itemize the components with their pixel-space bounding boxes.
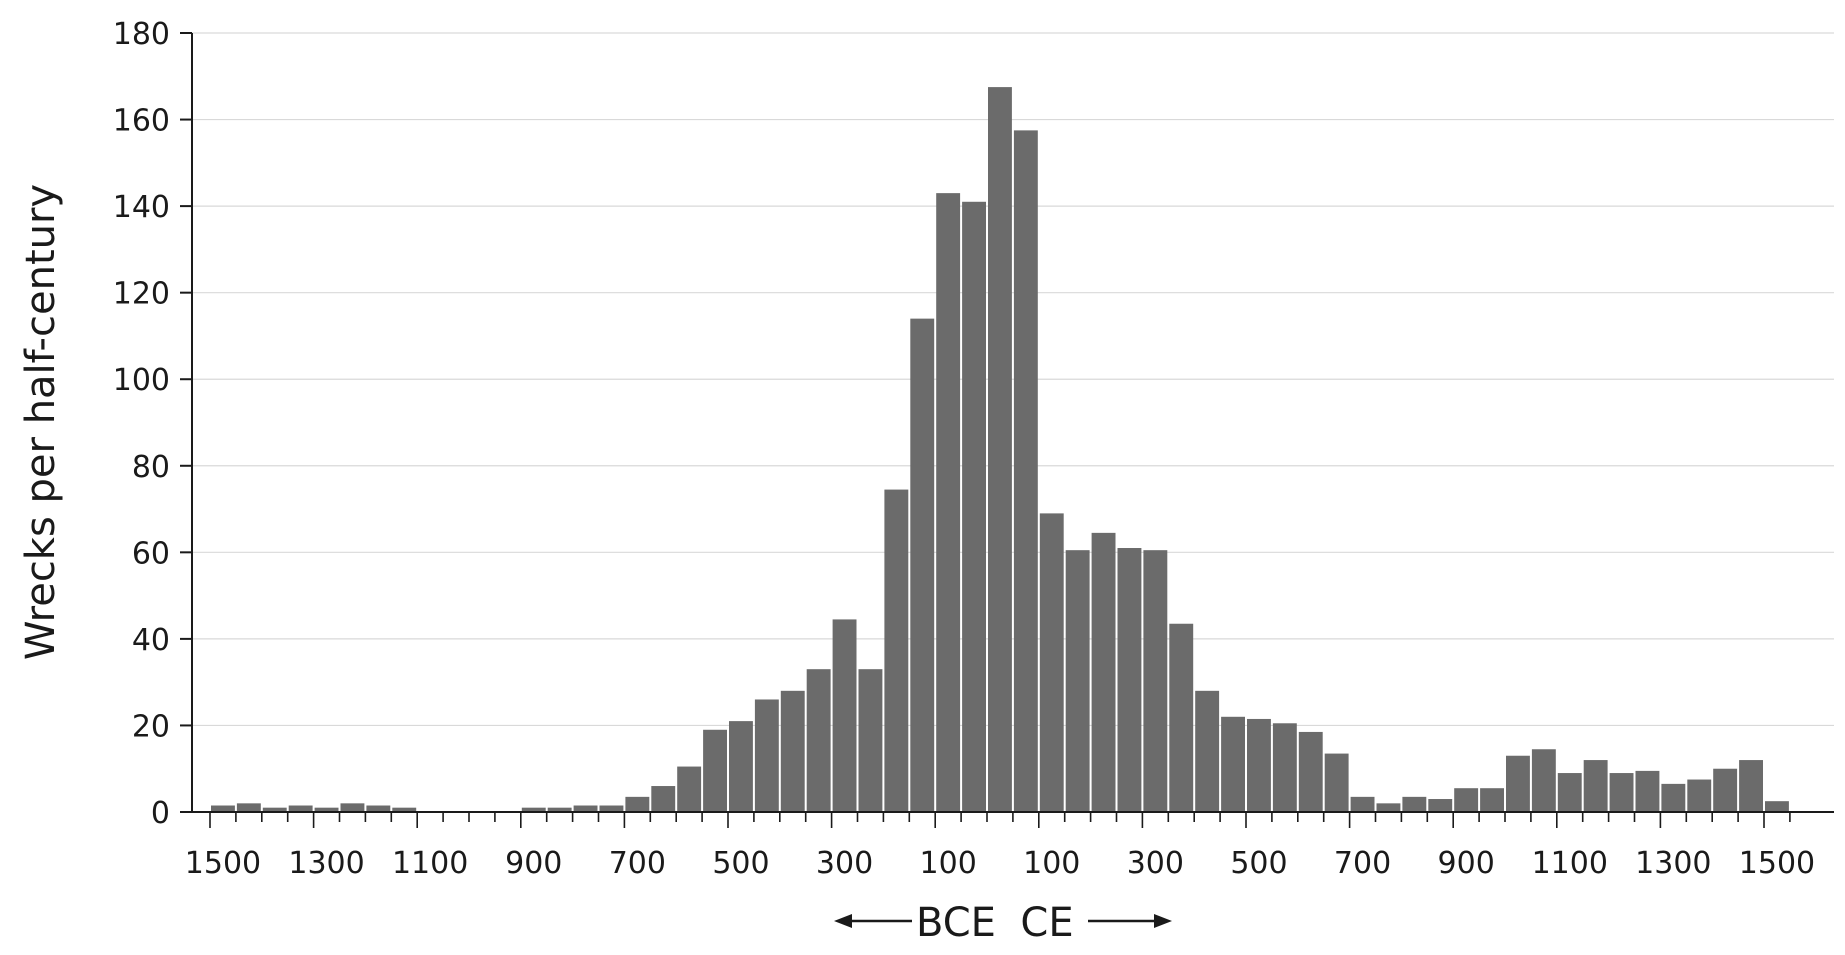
bar — [625, 796, 650, 812]
x-tick-label: 700 — [1334, 846, 1391, 881]
bar — [1428, 799, 1453, 812]
y-tick-label: 100 — [113, 363, 170, 398]
y-tick-label: 160 — [113, 104, 170, 139]
bar — [1687, 779, 1712, 812]
bar — [806, 669, 831, 812]
x-tick-label: 100 — [1023, 846, 1080, 881]
era-labels: BCE CE — [834, 900, 1172, 946]
y-tick-label: 40 — [132, 623, 170, 658]
bar — [884, 489, 909, 812]
ce-arrow-icon — [1154, 914, 1172, 928]
y-tick-label: 120 — [113, 277, 170, 312]
x-tick-label: 100 — [920, 846, 977, 881]
bar — [1091, 532, 1116, 812]
x-tick-label: 700 — [609, 846, 666, 881]
x-tick-label: 1100 — [1532, 846, 1608, 881]
y-tick-label: 140 — [113, 190, 170, 225]
bar — [262, 807, 287, 812]
bar — [1324, 753, 1349, 812]
y-tick-label: 80 — [132, 450, 170, 485]
x-tick-label: 500 — [1230, 846, 1287, 881]
bar — [1583, 760, 1608, 812]
bar — [832, 619, 857, 812]
bar — [1065, 550, 1090, 812]
x-ticks: 1500 1300 1100 900 700 500 300 100 100 300 500 700 9… — [185, 812, 1815, 881]
y-tick-label: 60 — [132, 536, 170, 571]
y-tick-label: 0 — [151, 796, 170, 831]
y-axis-title: Wrecks per half-century — [18, 184, 64, 660]
bar — [1195, 690, 1220, 812]
bars — [211, 87, 1789, 813]
bar — [1635, 770, 1660, 812]
y-tick-label: 180 — [113, 17, 170, 52]
bar — [651, 786, 676, 812]
bar — [1221, 716, 1245, 812]
ce-label: CE — [1020, 900, 1073, 946]
x-tick-label: 300 — [1127, 846, 1184, 881]
bar — [1376, 803, 1401, 812]
x-tick-label: 1300 — [1635, 846, 1711, 881]
bar — [1247, 718, 1271, 812]
gridlines — [192, 32, 1834, 727]
x-tick-label: 1300 — [288, 846, 364, 881]
bar — [962, 201, 986, 813]
y-ticks: 0 20 40 60 80 100 120 140 160 180 — [113, 17, 192, 831]
bar — [936, 193, 961, 812]
y-tick-label: 20 — [132, 709, 170, 744]
bar — [1013, 130, 1038, 812]
bar — [573, 805, 598, 812]
bce-arrow-icon — [834, 914, 852, 928]
bar — [340, 803, 365, 812]
bar — [858, 669, 883, 812]
bar — [392, 807, 417, 812]
x-tick-label: 1500 — [1739, 846, 1815, 881]
bar — [1480, 788, 1504, 812]
bar — [910, 318, 935, 812]
bar — [1713, 768, 1738, 812]
bar — [1298, 731, 1323, 812]
x-tick-label: 300 — [816, 846, 873, 881]
bar — [1609, 773, 1634, 812]
bar — [1531, 749, 1556, 812]
bar — [1739, 760, 1763, 812]
x-tick-label: 1100 — [392, 846, 468, 881]
bar — [1506, 755, 1530, 812]
bar — [521, 807, 546, 812]
bar — [314, 807, 339, 812]
bar — [677, 766, 702, 812]
bar — [1454, 788, 1479, 812]
axes — [191, 33, 1834, 813]
x-tick-label: 500 — [712, 846, 769, 881]
bce-label: BCE — [916, 900, 996, 946]
bar — [1402, 796, 1427, 812]
bar — [288, 805, 313, 812]
bar — [1661, 783, 1686, 812]
bar — [1557, 773, 1582, 812]
bar — [1272, 723, 1297, 812]
bar — [1117, 548, 1142, 812]
bar — [1765, 801, 1789, 812]
bar — [754, 699, 779, 812]
bar — [780, 690, 805, 812]
bar — [1350, 796, 1375, 812]
bar — [599, 805, 624, 812]
bar — [1143, 550, 1168, 812]
bar — [211, 805, 235, 812]
x-tick-label: 900 — [1438, 846, 1495, 881]
bar — [1039, 513, 1064, 812]
bar — [547, 807, 572, 812]
x-tick-label: 900 — [505, 846, 562, 881]
bar — [988, 87, 1012, 812]
bar — [366, 805, 391, 812]
bar — [1169, 623, 1194, 812]
bar — [703, 729, 727, 812]
x-tick-label: 1500 — [185, 846, 261, 881]
bar — [729, 721, 753, 812]
bar — [236, 803, 261, 812]
